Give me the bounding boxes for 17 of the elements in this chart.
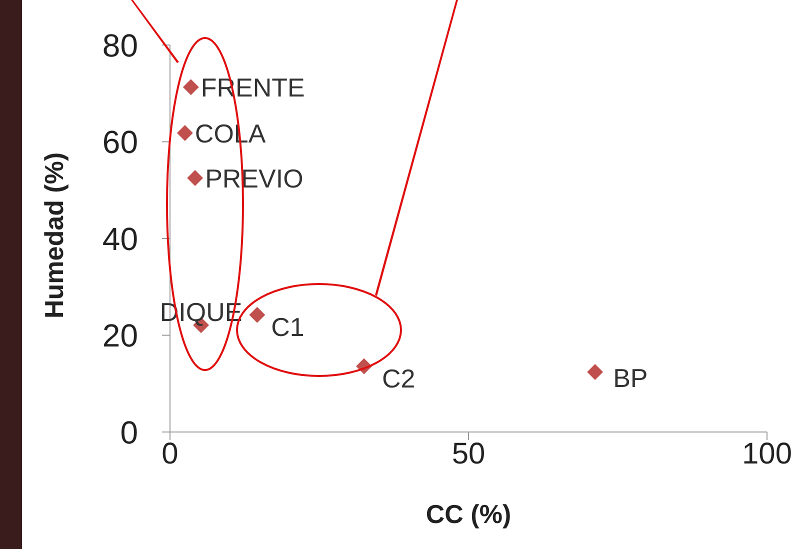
y-tick-label: 60 [102,124,138,160]
x-tick-label: 50 [452,437,486,470]
annotation: BP [613,363,648,394]
x-axis-title: CC (%) [426,499,512,529]
y-tick-label: 20 [102,318,138,354]
y-tick-label: 80 [102,27,138,64]
point [176,125,193,142]
x-tick-label: 100 [742,437,792,470]
y-axis-title: Humedad (%) [39,152,70,318]
x-tick-label: 0 [162,437,178,470]
y-tick-label: 40 [102,220,138,257]
annotation: C1 [271,312,304,342]
point [587,364,604,380]
annotation: C2 [382,363,416,394]
point [249,306,266,323]
point [187,170,204,186]
point [182,79,199,96]
